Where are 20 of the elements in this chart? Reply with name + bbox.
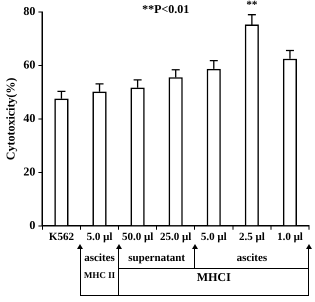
x-tick-label: 1.0 μl — [277, 231, 303, 244]
x-tick-label: 2.5 μl — [238, 231, 265, 244]
x-tick-label: 25.0 μl — [160, 231, 192, 244]
y-tick-label: 0 — [29, 218, 36, 232]
annotation: ** — [246, 0, 258, 12]
text: ascites — [83, 252, 116, 264]
x-tick-label: 5.0 μl — [86, 231, 112, 244]
y-tick-label: 20 — [23, 164, 36, 178]
y-tick-label: 80 — [23, 4, 36, 18]
x-tick-label: K562 — [48, 231, 74, 244]
y-axis-title: Cytotoxicity(%) — [3, 78, 18, 160]
text: ascites — [236, 252, 268, 264]
text: MHC II — [82, 270, 116, 280]
text: MHCI — [196, 270, 232, 285]
y-tick-label: 60 — [23, 58, 36, 72]
text: supernatant — [127, 252, 186, 264]
y-tick-label: 40 — [23, 110, 36, 125]
annotation: **P<0.01 — [141, 2, 190, 17]
x-tick-label: 50.0 μl — [122, 231, 154, 244]
x-tick-label: 5.0 μl — [200, 231, 227, 244]
